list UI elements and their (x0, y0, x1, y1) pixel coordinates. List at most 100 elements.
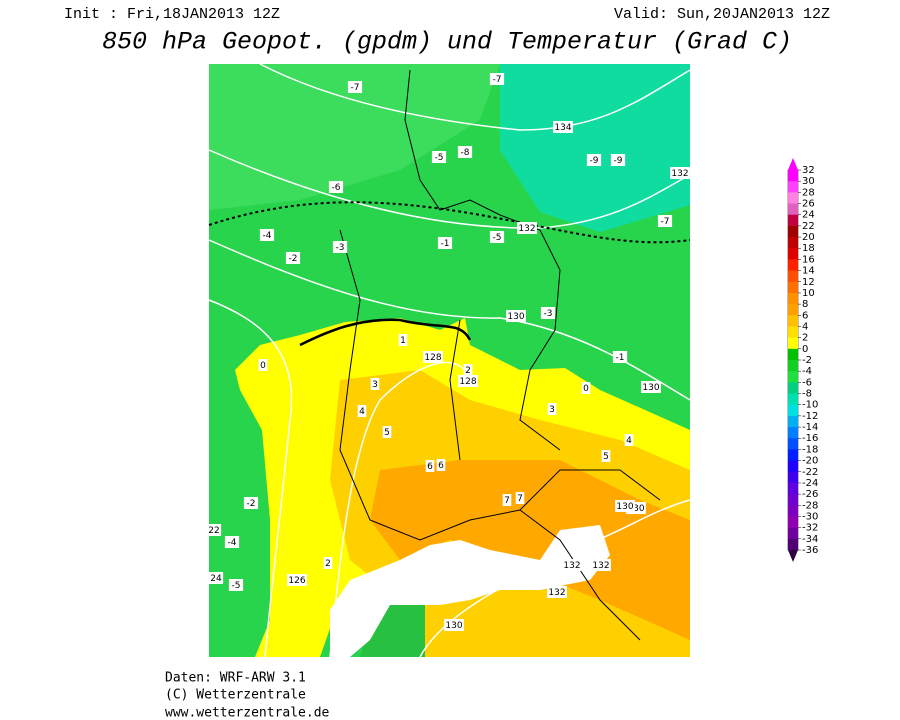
map-label: 126 (288, 576, 305, 586)
colorbar-bin (788, 516, 798, 529)
map-label-box (601, 450, 611, 462)
colorbar-bin (788, 304, 798, 316)
map-label-box (657, 215, 673, 227)
colorbar-bin (788, 337, 798, 350)
colorbar-bin (788, 281, 798, 294)
map-label-box (463, 364, 473, 376)
map-label: -4 (263, 231, 272, 241)
colorbar-label: 18 (802, 243, 815, 254)
colorbar-label: 30 (802, 176, 815, 187)
colorbar-label: -20 (802, 456, 818, 467)
map-label: 132 (518, 224, 535, 234)
colorbar-bin (788, 170, 798, 182)
map-label-box (489, 231, 505, 243)
map-label: 22 (208, 526, 219, 536)
map-label: 0 (260, 361, 266, 371)
map-label-box (436, 459, 446, 471)
colorbar-label: 12 (802, 277, 815, 288)
map-label: 130 (445, 621, 462, 631)
colorbar-label: 16 (802, 254, 815, 265)
colorbar-label: 10 (802, 288, 815, 299)
colorbar-top-arrow (788, 158, 798, 170)
colorbar-label: 28 (802, 187, 815, 198)
map-label-box (425, 460, 435, 472)
map-label: 130 (642, 383, 659, 393)
colorbar-label: -22 (802, 467, 818, 478)
map-label: 3 (549, 405, 555, 415)
map-label-box (615, 500, 635, 512)
map-label: 3 (372, 380, 378, 390)
map-label: -9 (614, 156, 623, 166)
footer-source: Daten: WRF-ARW 3.1 (165, 671, 306, 686)
colorbar-bin (788, 427, 798, 439)
colorbar-label: 14 (802, 266, 815, 277)
map-label: 4 (359, 407, 365, 417)
map-label: -9 (590, 156, 599, 166)
colorbar-label: 2 (802, 333, 808, 344)
map-label-box (624, 434, 634, 446)
map-label-box (208, 572, 224, 584)
map-label-box (506, 310, 526, 322)
map-label: 2 (325, 559, 331, 569)
zero-isotherm (299, 318, 472, 347)
colorbar-bin (788, 494, 798, 506)
map-label: 130 (627, 504, 644, 514)
colorbar-label: -4 (802, 366, 812, 377)
colorbar-label: 24 (802, 210, 815, 221)
colorbar-label: -6 (802, 377, 812, 388)
map-label-box (670, 167, 690, 179)
map-label-box (357, 405, 367, 417)
colorbar-label: 6 (802, 310, 808, 321)
colorbar-bin (788, 404, 798, 417)
map-label: 2 (465, 366, 471, 376)
map-label: 132 (671, 169, 688, 179)
map-label: -7 (493, 75, 502, 85)
map-label: -5 (232, 581, 241, 591)
map-label-box (457, 146, 473, 158)
map-label-box (581, 382, 591, 394)
colorbar-bin (788, 259, 798, 272)
map-label: -2 (247, 499, 256, 509)
map-label: 6 (427, 462, 433, 472)
init-time: Init : Fri,18JAN2013 12Z (64, 6, 280, 23)
map-label-box (431, 151, 447, 163)
colorbar-bin (788, 471, 798, 484)
map-label: 128 (459, 377, 476, 387)
map-label: 7 (504, 496, 510, 506)
colorbar-label: -36 (802, 545, 818, 556)
colorbar-label: -28 (802, 500, 818, 511)
map-label: -1 (441, 239, 450, 249)
colorbar-bin (788, 505, 798, 517)
map-label: -7 (351, 83, 360, 93)
colorbar-bin (788, 348, 798, 361)
colorbar-bin (788, 527, 798, 540)
map-label: 4 (626, 436, 632, 446)
colorbar-bin (788, 482, 798, 495)
map-label-box (224, 536, 240, 548)
colorbar-bin (788, 460, 798, 473)
map-label-box (612, 351, 628, 363)
map-label: -3 (544, 309, 553, 319)
colorbar-bin (788, 248, 798, 260)
map-label: -5 (435, 153, 444, 163)
map-label: -4 (228, 538, 237, 548)
map-label-box (285, 252, 301, 264)
colorbar-bin (788, 393, 798, 406)
cold-band (209, 64, 500, 210)
map-label-box (515, 492, 525, 504)
map-label-box (586, 154, 602, 166)
map-label-box (610, 154, 626, 166)
map-label: -6 (332, 183, 341, 193)
colorbar-bin (788, 382, 798, 395)
colorbar-bin (788, 538, 798, 551)
map-label-box (562, 559, 582, 571)
zero-isotherm-850 (208, 201, 691, 244)
map-label-box (332, 241, 348, 253)
map-label: -2 (289, 254, 298, 264)
colorbar-label: 32 (802, 165, 815, 176)
map-label-box (398, 334, 408, 346)
map-label: -7 (661, 217, 670, 227)
map-label-box (259, 229, 275, 241)
map-label-box (206, 524, 222, 536)
